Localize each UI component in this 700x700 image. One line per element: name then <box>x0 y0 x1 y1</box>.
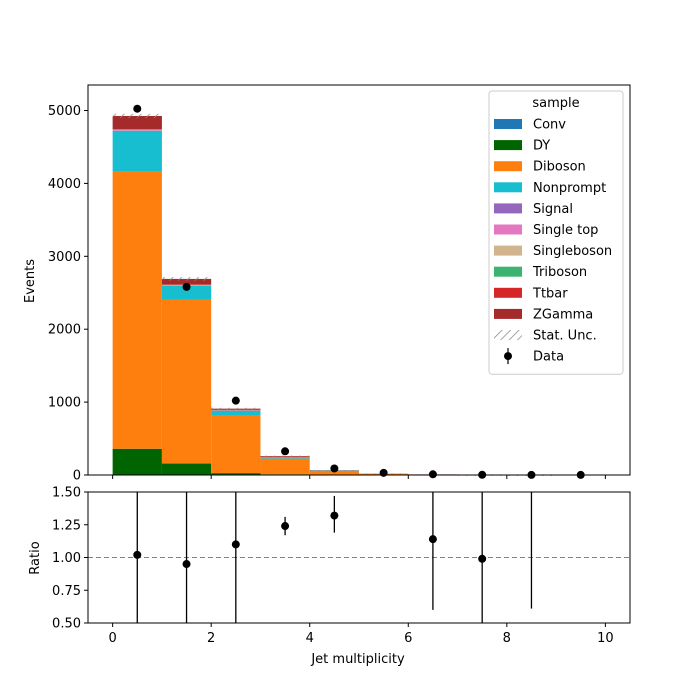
ratio-point-6 <box>478 554 487 563</box>
legend-label-singleboson: Singleboson <box>533 244 612 259</box>
main-y-tick-label-5000: 5000 <box>48 104 81 119</box>
bar-diboson-bin-0 <box>112 171 162 449</box>
legend-swatch-stat-unc <box>494 330 522 340</box>
main-y-tick-label-1000: 1000 <box>48 396 81 411</box>
legend-swatch-data <box>504 352 512 361</box>
legend-swatch-singleboson <box>494 245 522 256</box>
ratio-point-1 <box>182 560 191 569</box>
stat-unc-band-bin-1 <box>161 277 212 281</box>
legend-swatch-triboson <box>494 266 522 277</box>
legend-label-signal: Signal <box>533 202 573 217</box>
legend-label-triboson: Triboson <box>532 265 587 280</box>
bar-nonprompt-bin-0 <box>112 130 162 172</box>
bar-diboson-bin-3 <box>260 458 310 475</box>
main-y-tick-label-2000: 2000 <box>48 323 81 338</box>
bar-dy-bin-1 <box>161 463 212 475</box>
x-tick-label-4: 4 <box>306 631 314 646</box>
data-point-bin-0 <box>133 104 142 113</box>
legend-swatch-signal <box>494 203 522 214</box>
legend-swatch-ttbar <box>494 287 522 298</box>
bar-diboson-bin-4 <box>309 470 359 475</box>
ratio-y-tick-label-1.50: 1.50 <box>52 486 81 501</box>
ratio-point-5 <box>428 535 437 544</box>
legend-title: sample <box>532 96 579 111</box>
legend-label-zgamma: ZGamma <box>533 307 593 322</box>
legend-label-diboson: Diboson <box>533 160 586 175</box>
bar-nonprompt-bin-2 <box>211 410 261 416</box>
legend: sample Conv DY Diboson Nonprompt Signal Single… <box>488 90 624 375</box>
ratio-point-3 <box>281 522 290 531</box>
data-point-bin-4 <box>330 464 339 473</box>
legend-swatch-nonprompt <box>494 182 522 193</box>
ratio-y-axis: 0.50 0.75 1.00 1.25 1.50 <box>52 486 88 632</box>
legend-label-stat-unc: Stat. Unc. <box>533 329 597 344</box>
data-point-bin-6 <box>428 470 437 479</box>
stat-unc-band-bin-3 <box>260 455 310 457</box>
legend-label-dy: DY <box>533 139 550 154</box>
bar-diboson-bin-1 <box>161 299 212 464</box>
ratio-y-axis-label: Ratio <box>28 541 43 574</box>
x-axis: 0 2 4 6 8 10 <box>108 623 614 646</box>
ratio-point-0 <box>133 550 142 559</box>
legend-box <box>488 90 624 375</box>
main-y-tick-label-4000: 4000 <box>48 177 81 192</box>
ratio-point-4 <box>330 511 339 520</box>
legend-label-conv: Conv <box>533 118 566 133</box>
bar-dy-bin-0 <box>112 448 162 475</box>
main-y-axis-label: Events <box>23 259 38 303</box>
data-point-bin-5 <box>379 468 388 477</box>
x-tick-label-6: 6 <box>404 631 412 646</box>
ratio-y-tick-label-1.00: 1.00 <box>52 551 81 566</box>
bar-zgamma-bin-1 <box>161 278 212 285</box>
legend-label-data: Data <box>533 350 564 365</box>
legend-label-single-top: Single top <box>533 223 598 238</box>
data-point-bin-2 <box>231 396 240 405</box>
x-tick-label-10: 10 <box>597 631 614 646</box>
ratio-plot <box>88 492 630 623</box>
ratio-point-2 <box>231 540 240 549</box>
data-point-bin-3 <box>281 447 290 456</box>
main-axes-frame <box>87 84 631 479</box>
main-y-tick-label-0: 0 <box>73 469 81 484</box>
main-y-axis: 0 1000 2000 3000 4000 5000 <box>48 104 88 484</box>
ratio-y-tick-label-1.25: 1.25 <box>52 518 81 533</box>
legend-label-nonprompt: Nonprompt <box>533 181 606 196</box>
stat-unc-band-bin-0 <box>112 113 162 119</box>
x-tick-label-2: 2 <box>207 631 215 646</box>
x-tick-label-0: 0 <box>108 631 116 646</box>
legend-swatch-zgamma <box>494 308 522 319</box>
main-frame-border <box>87 84 631 476</box>
bar-diboson-bin-2 <box>211 415 261 474</box>
ratio-y-tick-label-0.75: 0.75 <box>52 584 81 599</box>
legend-label-ttbar: Ttbar <box>532 286 568 301</box>
main-y-tick-label-3000: 3000 <box>48 250 81 265</box>
legend-swatch-dy <box>494 140 522 151</box>
bar-nonprompt-bin-1 <box>161 285 212 300</box>
data-point-bin-1 <box>182 282 191 291</box>
legend-swatch-conv <box>494 119 522 129</box>
legend-swatch-single-top <box>494 224 522 235</box>
bar-dy-bin-2 <box>211 473 261 475</box>
stat-unc-band-bin-2 <box>211 407 261 410</box>
bar-ttbar-bin-2 <box>211 409 261 411</box>
bar-zgamma-bin-0 <box>112 115 162 130</box>
ratio-y-tick-label-0.50: 0.50 <box>52 617 81 632</box>
x-tick-label-8: 8 <box>503 631 511 646</box>
x-axis-label: Jet multiplicity <box>310 652 405 667</box>
legend-swatch-diboson <box>494 161 522 172</box>
bar-nonprompt-bin-3 <box>260 457 310 459</box>
